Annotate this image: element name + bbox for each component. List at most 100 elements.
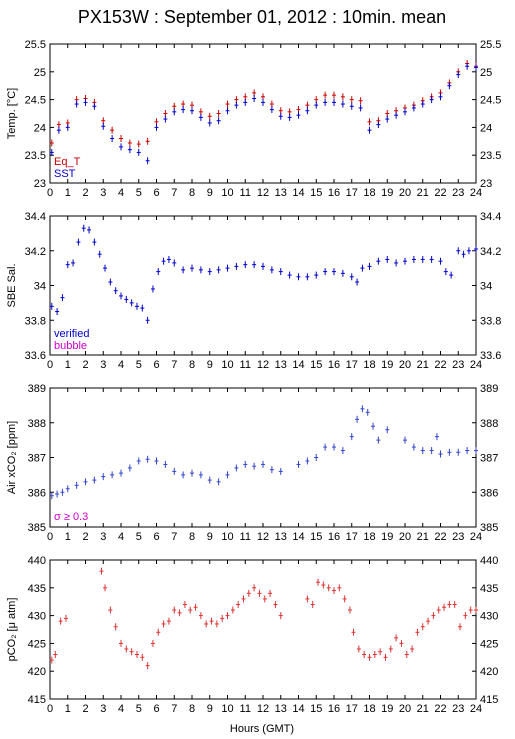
temperature-x-tick-label: 4 [118,187,124,199]
salinity-data-point [81,224,86,232]
air-xco2-data-point [49,492,54,500]
air-xco2-y-tick-label: 387 [28,453,46,465]
salinity-data-point [449,271,454,279]
salinity-data-point [60,294,65,302]
temperature-data-point [145,157,150,165]
air-xco2-y-tick-label: 389 [28,383,46,395]
temperature-x-tick-label: 18 [363,187,375,199]
pco2-data-point [103,584,108,592]
salinity-data-point [65,261,70,269]
pco2-data-point [351,628,356,636]
air-xco2-x-tick-label: 23 [452,531,464,543]
salinity-x-tick-label: 11 [240,359,251,371]
temperature-data-point [207,119,212,127]
salinity-x-tick-label: 13 [275,359,287,371]
temperature-y-tick-label: 24 [34,122,46,134]
pco2-y-tick-label-right: 435 [480,583,498,595]
air-xco2-data-point [101,473,106,481]
temperature-data-point [190,107,194,115]
pco2-y-tick-label-right: 425 [480,638,498,650]
pco2-data-point [220,614,225,622]
salinity-data-point [150,285,155,293]
air-xco2-x-tick-label: 5 [136,531,142,543]
air-xco2-x-tick-label: 10 [221,531,233,543]
salinity-data-point [92,238,97,246]
temperature-data-point [74,100,79,108]
air-xco2-data-point [154,457,159,465]
pco2-data-point [404,651,409,658]
pco2-data-point [252,584,257,592]
temperature-data-point [101,122,106,130]
salinity-panel: 0 1 2 3 4 5 6 7 8 9 10 11 12 13 14 15 16 17 18 19 20 21 22 23 24… [6,211,501,371]
air-xco2-data-point [411,443,416,451]
air-xco2-data-point [74,481,79,489]
temperature-data-point [252,95,257,102]
salinity-series-1 [49,224,478,324]
temperature-legend-entry: SST [54,168,76,180]
pco2-x-tick-label: 16 [328,703,340,715]
air-xco2-data-point [55,490,60,498]
air-xco2-data-point [429,447,434,455]
pco2-x-tick-label: 5 [136,703,142,715]
temperature-data-point [314,101,319,109]
pco2-data-point [321,581,326,589]
pco2-data-point [172,606,177,614]
salinity-y-tick-label-right: 34.4 [480,211,501,223]
air-xco2-data-point [420,447,425,455]
salinity-data-point [172,259,177,267]
pco2-data-point [156,628,161,636]
temperature-data-point [340,100,345,108]
temperature-data-point [243,98,248,106]
air-xco2-x-tick-label: 2 [82,531,88,543]
salinity-x-tick-label: 16 [328,359,340,371]
pco2-y-tick-label-right: 415 [480,694,498,706]
salinity-data-point [140,304,145,312]
pco2-data-point [399,639,404,647]
pco2-data-point [209,617,214,625]
salinity-x-tick-label: 6 [153,359,159,371]
pco2-data-point [347,606,352,614]
air-xco2-data-point [385,426,390,434]
pco2-data-point [182,601,187,608]
temperature-data-point [49,148,54,156]
pco2-y-tick-label: 435 [28,583,46,595]
air-xco2-y-tick-label-right: 385 [480,522,498,534]
pco2-y-tick-label: 440 [28,555,46,567]
temperature-x-tick-label: 21 [417,187,429,199]
salinity-data-point [355,278,360,286]
salinity-x-tick-label: 19 [381,359,393,371]
pco2-x-tick-label: 2 [82,703,88,715]
temperature-data-point [340,93,345,101]
temperature-x-tick-label: 16 [328,187,340,199]
air-xco2-y-tick-label-right: 389 [480,383,498,395]
salinity-data-point [349,273,354,281]
pco2-data-point [150,639,155,647]
temperature-data-point [154,123,159,131]
salinity-data-point [113,287,118,295]
pco2-data-point [63,614,68,622]
salinity-data-point [420,255,425,263]
air-xco2-data-point [403,436,407,444]
air-xco2-data-point [127,464,132,472]
pco2-data-point [236,601,241,608]
air-xco2-x-tick-label: 4 [118,531,124,543]
salinity-data-point [119,292,123,300]
pco2-series-1 [49,567,478,670]
temperature-panel: 0 1 2 3 4 5 6 7 8 9 10 11 12 13 14 15 16 17 18 19 20 21 22 23 24… [6,39,501,199]
pco2-data-point [316,578,321,586]
pco2-data-point [362,651,367,658]
air-xco2-plot-frame [49,387,477,528]
salinity-legend-entry: verified [54,328,89,340]
temperature-y-axis-label: Temp. [°C] [6,88,18,139]
salinity-data-point [474,245,478,253]
air-xco2-x-tick-label: 12 [257,531,269,543]
pco2-data-point [415,628,420,636]
temperature-data-point [429,96,434,104]
salinity-x-tick-label: 4 [118,359,124,371]
temperature-y-tick-label: 25.5 [25,39,46,51]
air-xco2-data-point [243,460,248,468]
salinity-data-point [124,295,129,303]
temperature-data-point [358,104,363,112]
temperature-x-tick-label: 8 [189,187,195,199]
pco2-y-tick-label: 425 [28,638,46,650]
